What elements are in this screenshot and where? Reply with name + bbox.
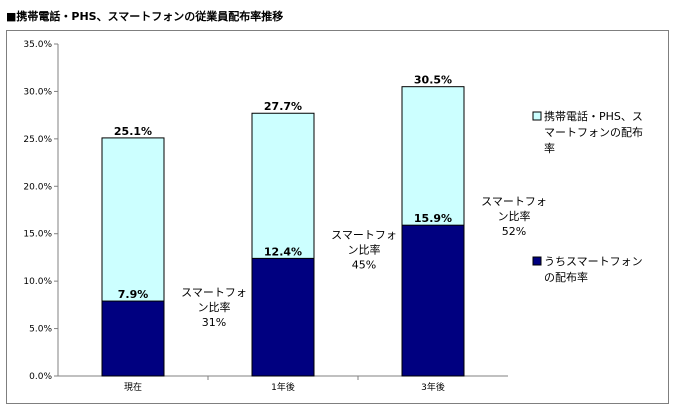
ratio-annotation-line: 31% <box>202 316 226 329</box>
y-tick-label: 0.0% <box>29 372 52 382</box>
y-tick-label: 10.0% <box>23 277 52 287</box>
ratio-annotation-line: 45% <box>352 258 376 271</box>
legend-entry-line: 携帯電話・PHS、ス <box>544 109 643 123</box>
x-category-label: 1年後 <box>271 381 295 393</box>
x-category-label: 3年後 <box>421 381 445 393</box>
data-label-smartphone: 7.9% <box>118 288 149 301</box>
ratio-annotation-line: ン比率 <box>198 300 231 314</box>
legend-swatch <box>532 256 542 266</box>
y-tick-label: 15.0% <box>23 230 52 240</box>
ratio-annotation-line: スマートフォ <box>331 228 397 241</box>
legend-entry-line: の配布率 <box>544 270 588 284</box>
data-label-total: 25.1% <box>114 125 152 138</box>
legend-swatch <box>532 111 542 121</box>
y-tick-label: 5.0% <box>29 325 52 335</box>
ratio-annotation-line: ン比率 <box>498 209 531 223</box>
ratio-annotation-line: ン比率 <box>348 242 381 256</box>
legend-entry-line: 率 <box>544 141 555 155</box>
data-label-smartphone: 12.4% <box>264 245 302 258</box>
x-category-label: 現在 <box>124 381 142 393</box>
y-tick-label: 20.0% <box>23 182 52 192</box>
ratio-annotation-line: スマートフォ <box>181 286 247 299</box>
data-label-total: 27.7% <box>264 100 302 113</box>
data-label-total: 30.5% <box>414 74 452 87</box>
y-tick-label: 25.0% <box>23 135 52 145</box>
y-tick-label: 35.0% <box>23 40 52 50</box>
bar-smartphone <box>251 257 315 377</box>
legend-entry-line: マートフォンの配布 <box>544 126 643 139</box>
bar-smartphone <box>401 224 465 377</box>
ratio-annotation-line: 52% <box>502 225 526 238</box>
ratio-annotation-line: スマートフォ <box>481 195 547 208</box>
legend-entry-line: うちスマートフォン <box>544 255 643 268</box>
y-tick-label: 30.0% <box>23 87 52 97</box>
data-label-smartphone: 15.9% <box>414 212 452 225</box>
chart-frame <box>6 30 669 404</box>
bar-smartphone <box>101 300 165 377</box>
chart-title: ■携帯電話・PHS、スマートフォンの従業員配布率推移 <box>6 10 284 23</box>
